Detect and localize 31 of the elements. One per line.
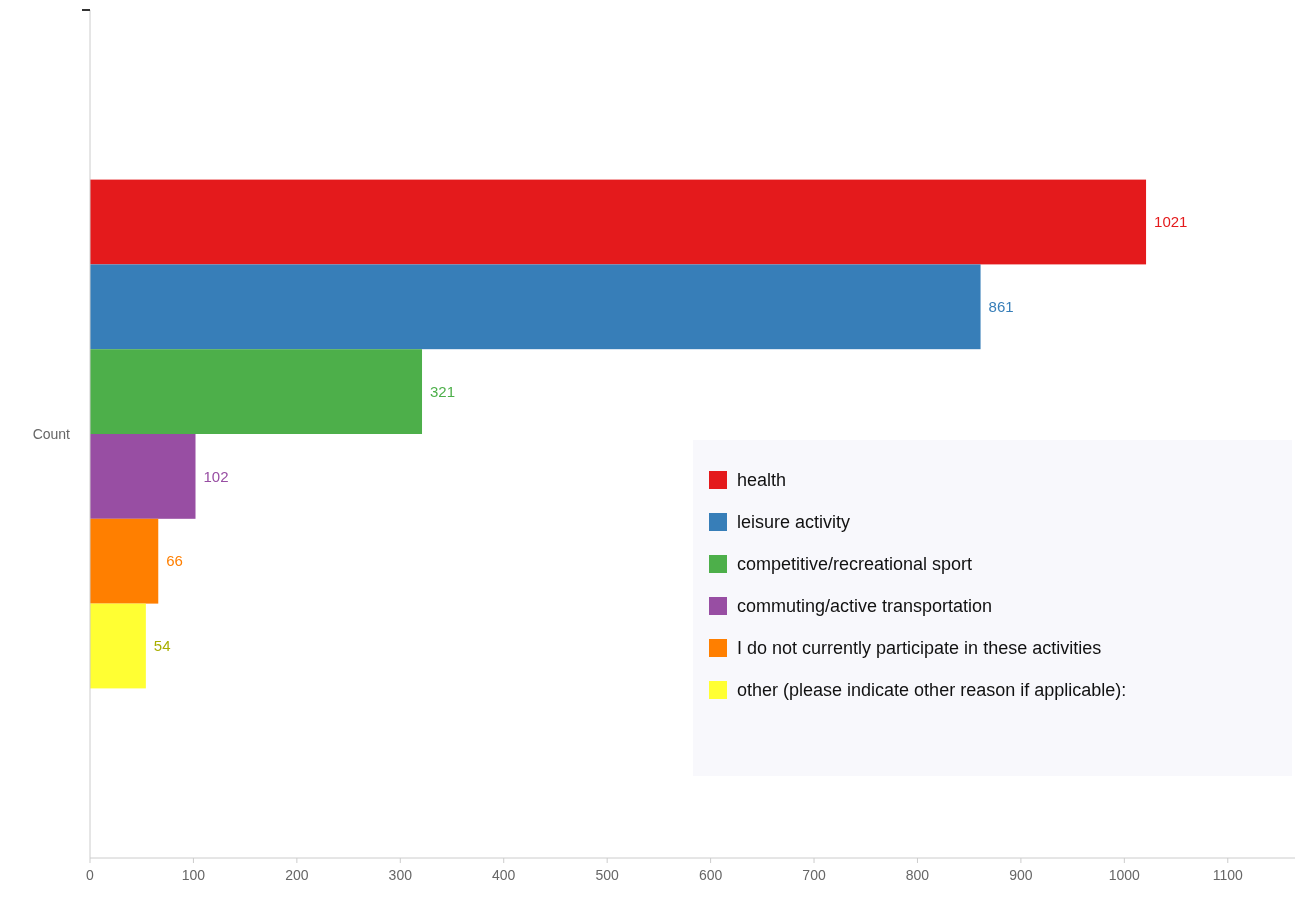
x-tick-label: 700	[802, 867, 826, 883]
data-label: 861	[988, 298, 1014, 316]
legend-label: health	[737, 470, 787, 491]
data-label: 321	[430, 382, 456, 400]
data-label: 54	[153, 637, 171, 655]
bar	[90, 434, 196, 519]
legend-label: leisure activity	[737, 512, 851, 533]
x-tick-label: 500	[595, 867, 620, 883]
data-label: 66	[166, 552, 183, 570]
x-tick-label: 0	[86, 867, 95, 883]
legend-label: competitive/recreational sport	[737, 554, 973, 575]
bar	[90, 349, 423, 434]
x-tick-label: 1000	[1108, 867, 1141, 883]
x-tick-label: 300	[388, 867, 413, 883]
y-tick-label: Count	[32, 425, 71, 442]
legend-label: other (please indicate other reason if applicable):	[737, 680, 1127, 701]
x-tick-label: 800	[905, 867, 930, 883]
legend-label: commuting/active transportation	[737, 596, 993, 617]
data-label: 102	[203, 467, 229, 485]
legend-label: I do not currently participate in these activities	[737, 638, 1102, 659]
bar	[90, 179, 1147, 265]
x-tick-label: 400	[492, 867, 516, 883]
bar	[90, 603, 146, 689]
data-label: 1021	[1154, 213, 1188, 231]
x-tick-label: 1100	[1212, 867, 1244, 883]
bar	[90, 264, 981, 350]
x-tick-label: 600	[698, 867, 723, 883]
bar	[90, 518, 159, 604]
x-tick-label: 200	[285, 867, 309, 883]
x-tick-label: 900	[1009, 867, 1033, 883]
x-tick-label: 100	[181, 867, 206, 883]
